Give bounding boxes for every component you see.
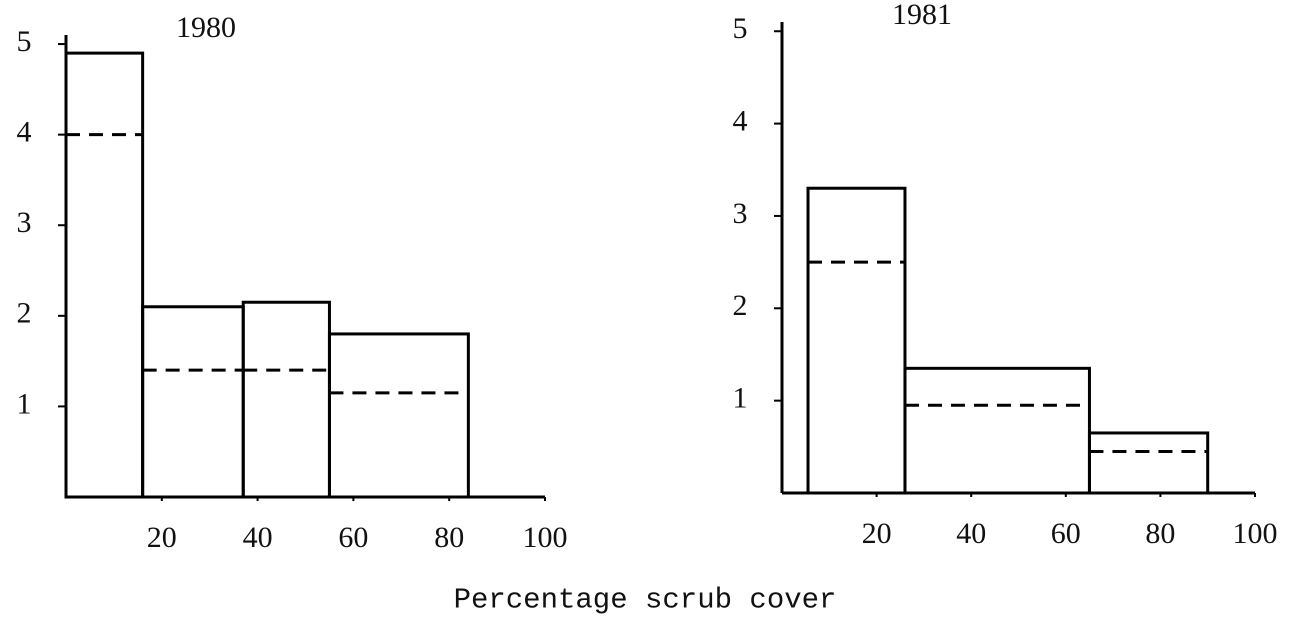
- x-tick-label: 60: [1051, 517, 1081, 550]
- y-tick-label: 1: [17, 387, 32, 420]
- bar: [327, 332, 470, 499]
- x-tick-label: 80: [434, 521, 464, 554]
- y-tick-label: 3: [17, 206, 32, 239]
- x-tick-label: 100: [1233, 517, 1278, 550]
- y-tick-label: 4: [733, 104, 748, 137]
- bar: [903, 366, 1091, 495]
- x-tick-label: 20: [147, 521, 177, 554]
- x-axis-label: Percentage scrub cover: [454, 584, 837, 617]
- bar: [806, 186, 907, 495]
- x-tick-label: 40: [243, 521, 273, 554]
- x-tick-label: 60: [338, 521, 368, 554]
- bar: [241, 300, 331, 499]
- x-tick-label: 20: [862, 517, 892, 550]
- y-tick-label: 5: [17, 25, 32, 58]
- y-tick-label: 1: [733, 382, 748, 415]
- y-tick-label: 2: [733, 289, 748, 322]
- y-tick-label: 3: [733, 197, 748, 230]
- chart-title: 1980: [176, 11, 236, 44]
- y-tick-label: 5: [733, 12, 748, 45]
- bar: [141, 305, 245, 499]
- x-tick-label: 40: [956, 517, 986, 550]
- y-tick-label: 2: [17, 297, 32, 330]
- x-tick-label: 80: [1145, 517, 1175, 550]
- chart-title: 1981: [892, 0, 952, 31]
- bar: [1087, 431, 1210, 495]
- x-tick-label: 100: [523, 521, 568, 554]
- y-tick-label: 4: [17, 116, 32, 149]
- bar: [64, 51, 145, 499]
